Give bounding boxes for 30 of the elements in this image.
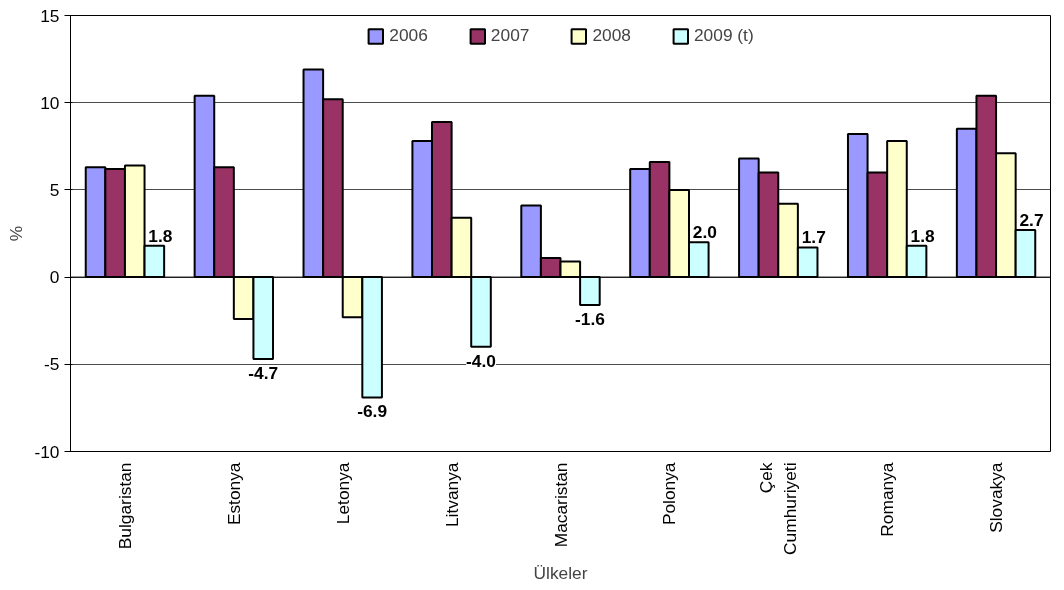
y-tick-label: 15: [40, 5, 60, 26]
data-label: 1.8: [910, 225, 936, 246]
data-label: -4.0: [466, 350, 496, 371]
x-tick-label: Bulgaristan: [114, 462, 135, 550]
legend-label: 2007: [490, 25, 530, 46]
x-tick-label: Romanya: [877, 462, 898, 537]
data-label: 1.7: [801, 227, 826, 248]
legend-label: 2006: [389, 25, 428, 46]
data-label: -6.9: [357, 401, 388, 422]
x-tick-label: Letonya: [332, 462, 353, 525]
data-label: -1.6: [574, 309, 606, 329]
data-label: 2.7: [1019, 210, 1044, 231]
legend-label: 2009 (t): [693, 25, 754, 46]
y-tick-label: 5: [49, 179, 60, 200]
data-label: 1.8: [148, 225, 173, 246]
x-tick-label: Litvanya: [441, 462, 462, 528]
legend-label: 2008: [592, 25, 631, 46]
y-axis-title: %: [6, 225, 27, 242]
y-tick-label: -5: [44, 354, 60, 375]
data-label: -4.7: [248, 363, 279, 384]
x-axis-title: Ülkeler: [533, 562, 588, 583]
x-tick-label: Polonya: [659, 462, 680, 526]
y-tick-label: 10: [40, 92, 60, 113]
x-tick-label: Slovakya: [986, 462, 1007, 533]
data-label: 2.0: [692, 222, 717, 243]
y-tick-label: 0: [49, 267, 60, 288]
x-tick-label: Estonya: [223, 462, 244, 526]
x-tick-label: Macaristan: [550, 462, 571, 548]
x-tick-label: Çek Cumhuriyeti: [756, 462, 801, 555]
y-tick-label: -10: [34, 441, 60, 462]
